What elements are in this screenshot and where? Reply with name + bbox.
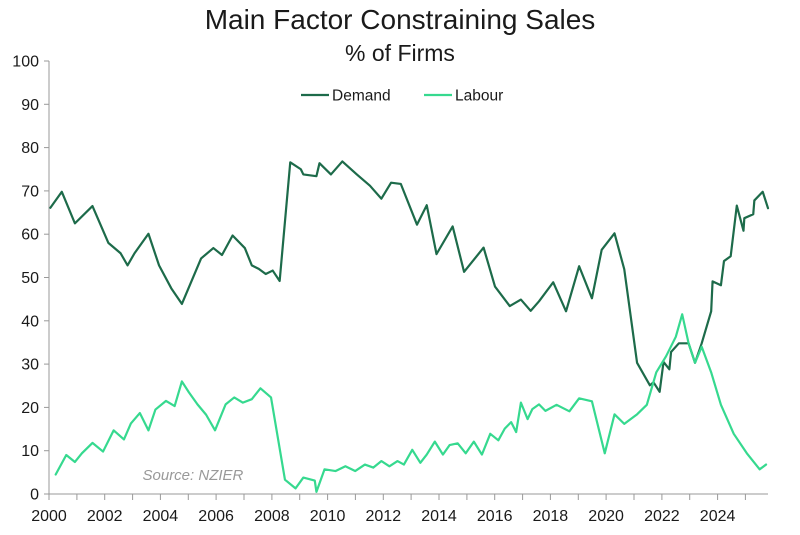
svg-text:2024: 2024	[700, 508, 736, 525]
svg-text:Labour: Labour	[455, 88, 503, 105]
svg-text:Source: NZIER: Source: NZIER	[143, 467, 244, 484]
svg-text:2008: 2008	[254, 508, 290, 525]
svg-text:2018: 2018	[533, 508, 569, 525]
svg-text:2016: 2016	[477, 508, 513, 525]
svg-text:2010: 2010	[310, 508, 346, 525]
svg-text:2022: 2022	[644, 508, 680, 525]
svg-text:0: 0	[30, 487, 39, 504]
svg-text:Demand: Demand	[332, 88, 391, 105]
svg-text:80: 80	[21, 140, 39, 157]
svg-text:2014: 2014	[421, 508, 457, 525]
svg-text:2006: 2006	[198, 508, 234, 525]
svg-text:% of Firms: % of Firms	[345, 40, 455, 66]
svg-text:2012: 2012	[366, 508, 402, 525]
svg-text:100: 100	[12, 54, 39, 71]
svg-text:90: 90	[21, 97, 39, 114]
svg-text:50: 50	[21, 270, 39, 287]
svg-text:10: 10	[21, 443, 39, 460]
svg-text:2000: 2000	[31, 508, 67, 525]
svg-text:20: 20	[21, 400, 39, 417]
svg-text:2020: 2020	[588, 508, 624, 525]
svg-text:70: 70	[21, 183, 39, 200]
svg-text:2004: 2004	[143, 508, 179, 525]
svg-text:Main Factor Constraining Sales: Main Factor Constraining Sales	[205, 4, 596, 35]
svg-text:30: 30	[21, 357, 39, 374]
svg-text:40: 40	[21, 313, 39, 330]
svg-text:2002: 2002	[87, 508, 123, 525]
svg-text:60: 60	[21, 227, 39, 244]
